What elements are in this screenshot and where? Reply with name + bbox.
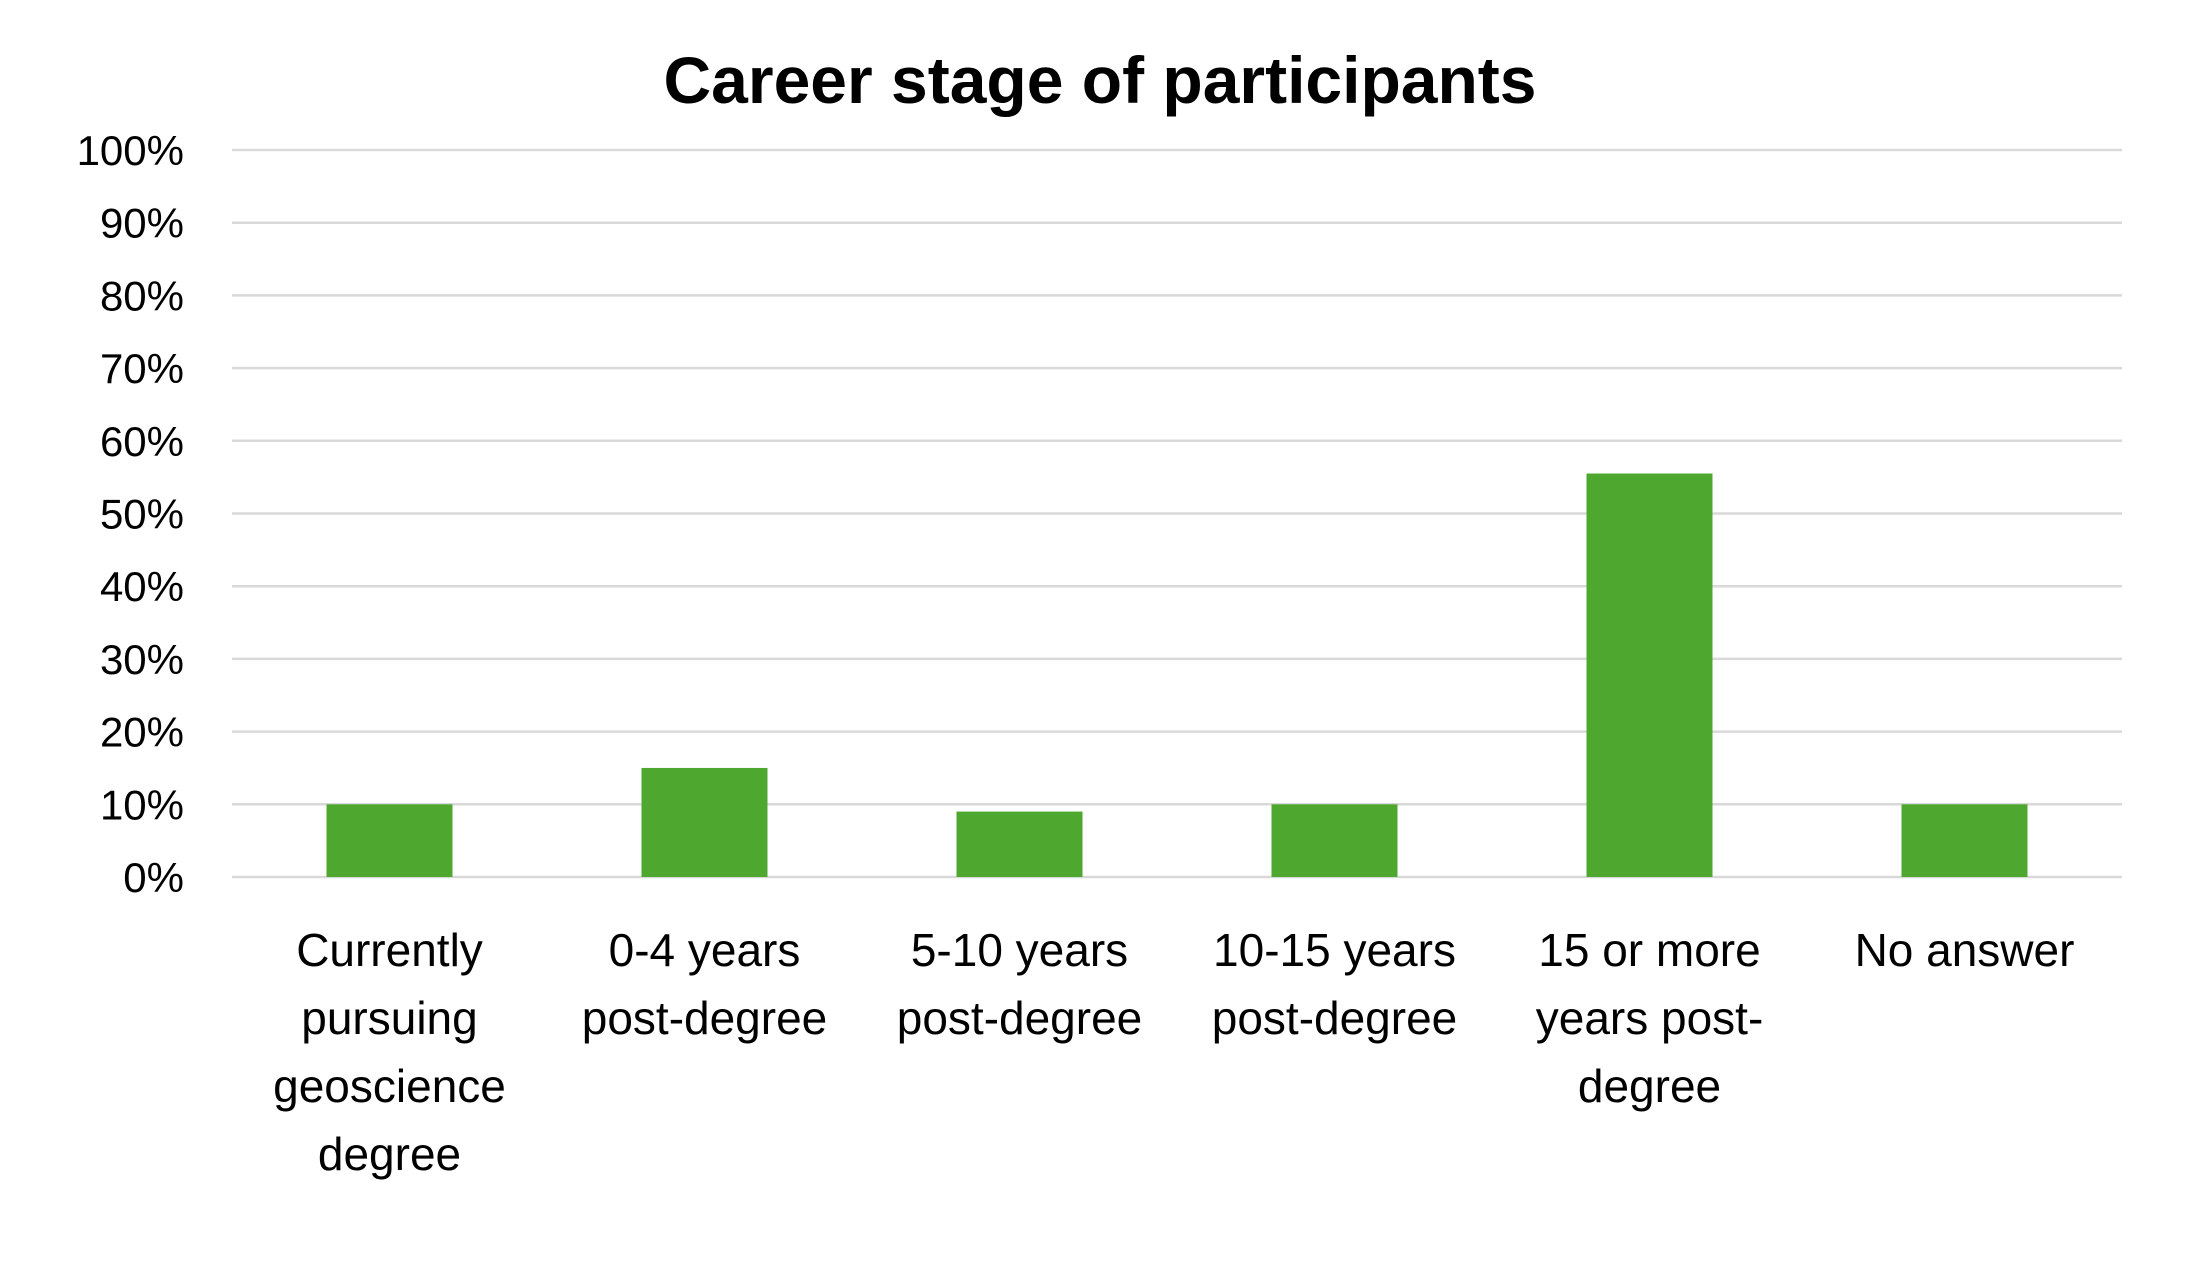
x-category-label-line: degree [1578,1060,1721,1112]
x-category-label-line: 5-10 years [911,924,1128,976]
y-tick-label: 60% [100,418,184,465]
x-category-label-line: post-degree [1212,992,1458,1044]
x-category-label-line: No answer [1855,924,2075,976]
y-tick-label: 80% [100,272,184,319]
bar-3 [956,811,1083,877]
bars [326,473,2028,877]
bar-4 [1271,804,1398,877]
y-axis-tick-labels: 0% 10% 20% 30% 40% 50% 60% 70% 80% 90% 100% [77,127,184,901]
y-tick-label: 10% [100,781,184,828]
bar-5 [1586,473,1713,877]
chart-title: Career stage of participants [664,43,1537,117]
y-tick-label: 20% [100,709,184,756]
x-category-label-line: 15 or more [1538,924,1760,976]
x-category-label: 0-4 years post-degree [582,924,828,1044]
y-tick-label: 70% [100,345,184,392]
bar-2 [641,767,768,877]
y-tick-label: 30% [100,636,184,683]
x-category-label: 5-10 years post-degree [897,924,1143,1044]
x-category-label: 10-15 years post-degree [1212,924,1458,1044]
y-tick-label: 0% [123,854,184,901]
y-tick-label: 90% [100,200,184,247]
y-tick-label: 40% [100,563,184,610]
x-category-label-line: years post- [1536,992,1764,1044]
bar-6 [1901,804,2028,877]
x-category-label-line: degree [318,1128,461,1180]
x-category-label-line: post-degree [897,992,1143,1044]
x-category-label-line: post-degree [582,992,828,1044]
x-category-label-line: 0-4 years [609,924,801,976]
x-category-label-line: 10-15 years [1213,924,1456,976]
x-category-label: No answer [1855,924,2075,976]
bar-1 [326,804,453,877]
y-tick-label: 100% [77,127,184,174]
y-tick-label: 50% [100,491,184,538]
gridlines [232,148,2122,879]
x-category-label-line: Currently [296,924,483,976]
x-category-label: Currently pursuing geoscience degree [273,924,506,1180]
x-axis-category-labels: Currently pursuing geoscience degree 0-4 yea… [273,924,2074,1180]
x-category-label: 15 or more years post-degree [1536,924,1764,1112]
x-category-label-line: pursuing [301,992,477,1044]
x-category-label-line: geoscience [273,1060,506,1112]
